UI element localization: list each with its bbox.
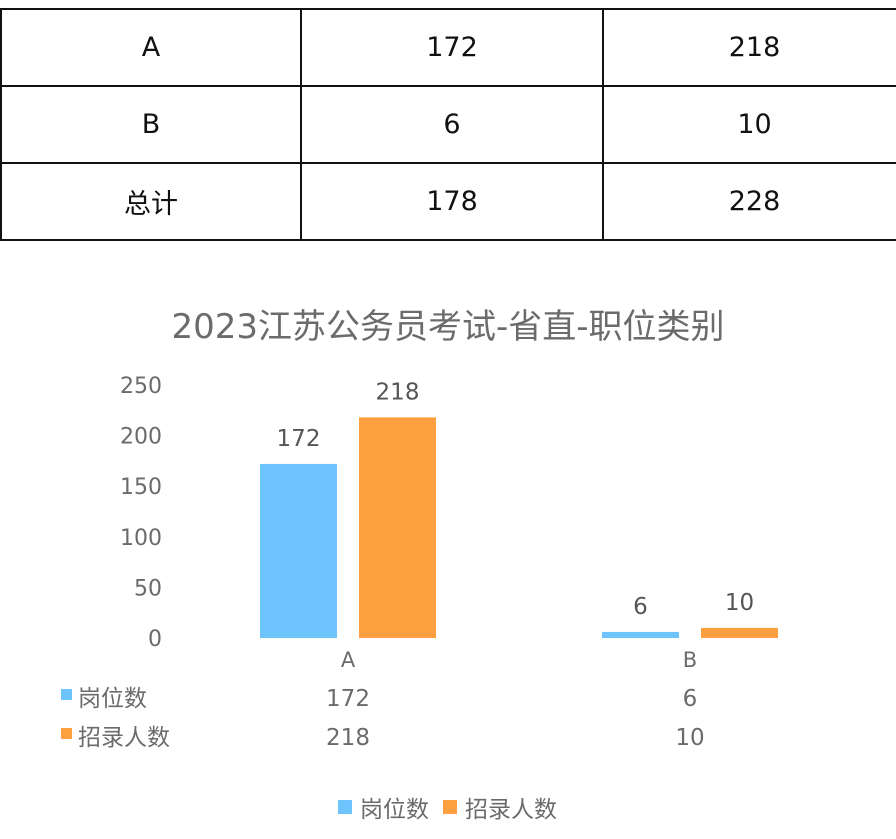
y-tick-label: 250 bbox=[120, 374, 162, 399]
data-table-series-label: 招录人数 bbox=[78, 725, 170, 751]
legend: 岗位数 招录人数 bbox=[338, 797, 557, 823]
legend-label: 岗位数 bbox=[360, 797, 429, 823]
data-label: 6 bbox=[633, 594, 648, 620]
table-row: 总计 178 228 bbox=[0, 162, 896, 241]
data-table-value: 6 bbox=[683, 686, 698, 712]
table-cell: 228 bbox=[602, 162, 896, 241]
y-tick-label: 100 bbox=[120, 526, 162, 551]
bar bbox=[701, 627, 778, 638]
table-cell: 178 bbox=[300, 162, 604, 241]
y-axis: 0 50 100 150 200 250 bbox=[120, 374, 162, 652]
data-label: 10 bbox=[725, 590, 754, 616]
bar bbox=[359, 417, 436, 638]
legend-label: 招录人数 bbox=[465, 797, 557, 823]
table-cell: 172 bbox=[300, 8, 604, 87]
data-table-value: 218 bbox=[326, 725, 370, 751]
table-cell: 10 bbox=[602, 85, 896, 164]
legend-swatch bbox=[338, 800, 352, 814]
legend-swatch bbox=[61, 689, 72, 700]
bar bbox=[260, 463, 337, 638]
table-row: B 6 10 bbox=[0, 85, 896, 164]
y-tick-label: 0 bbox=[148, 627, 162, 652]
data-table-series-label: 岗位数 bbox=[78, 686, 147, 712]
chart-title: 2023江苏公务员考试-省直-职位类别 bbox=[171, 307, 724, 347]
table-cell: 218 bbox=[602, 8, 896, 87]
data-table: 岗位数 172 6 招录人数 218 10 bbox=[61, 686, 705, 751]
x-tick-label: B bbox=[683, 648, 697, 672]
y-tick-label: 50 bbox=[134, 576, 162, 601]
y-tick-label: 200 bbox=[120, 425, 162, 450]
y-tick-label: 150 bbox=[120, 475, 162, 500]
table-cell: A bbox=[0, 8, 302, 87]
data-label: 218 bbox=[376, 379, 420, 405]
x-tick-label: A bbox=[341, 648, 356, 672]
table-cell: B bbox=[0, 85, 302, 164]
data-table-value: 172 bbox=[326, 686, 370, 712]
legend-swatch bbox=[61, 728, 72, 739]
table-row: A 172 218 bbox=[0, 8, 896, 87]
table-cell: 总计 bbox=[0, 162, 302, 241]
bar bbox=[602, 631, 679, 638]
data-label: 172 bbox=[277, 426, 321, 452]
legend-swatch bbox=[443, 800, 457, 814]
table-cell: 6 bbox=[300, 85, 604, 164]
summary-table: A 172 218 B 6 10 总计 178 228 bbox=[0, 8, 896, 241]
data-table-value: 10 bbox=[675, 725, 704, 751]
bars: 172 218 6 10 bbox=[260, 379, 778, 638]
bar-chart: 2023江苏公务员考试-省直-职位类别 0 50 100 150 200 250 172 2… bbox=[61, 307, 778, 823]
